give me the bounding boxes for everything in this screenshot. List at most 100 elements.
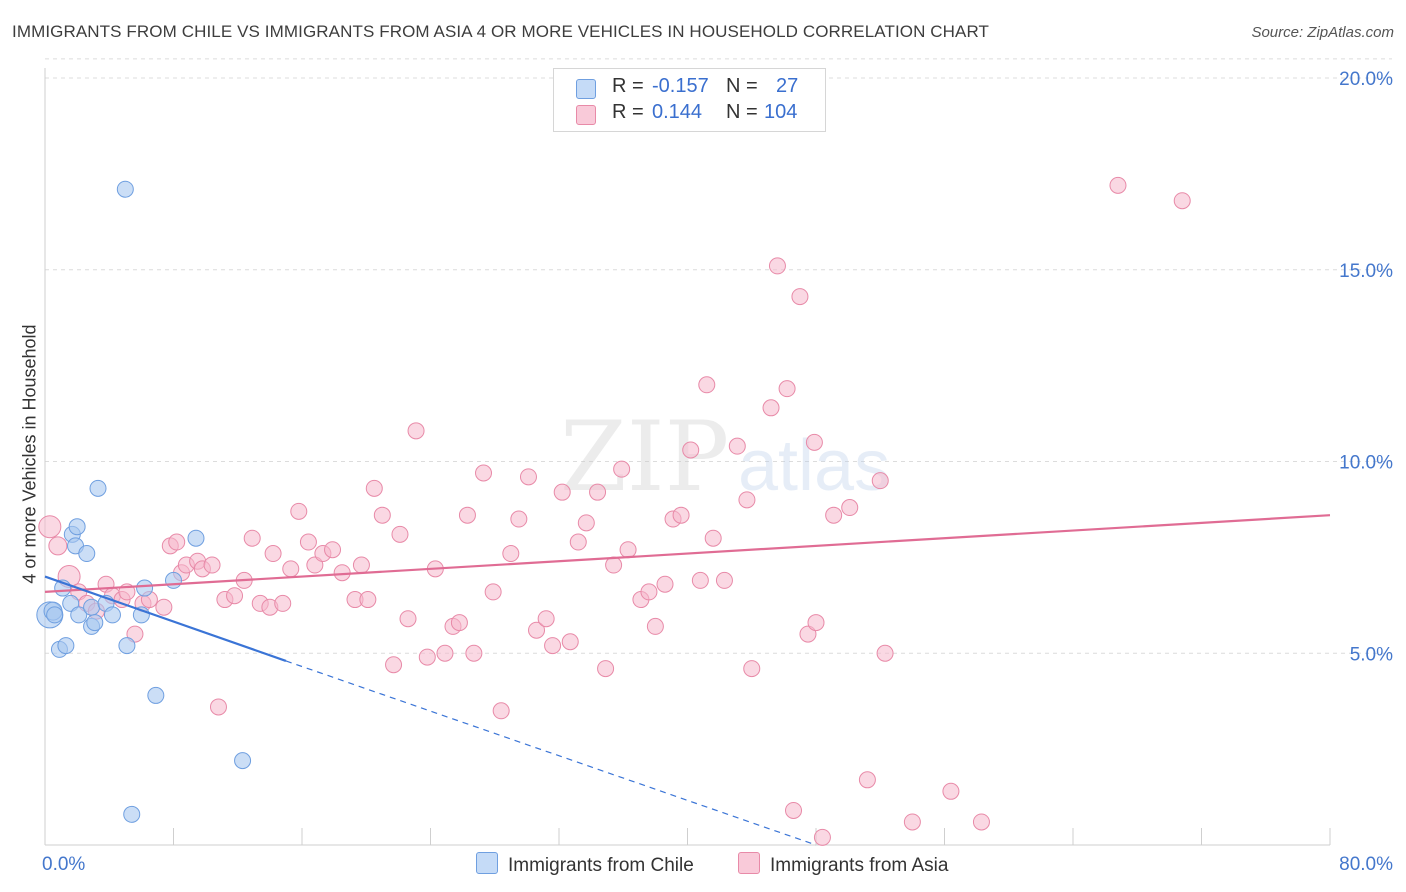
data-point-asia — [672, 506, 690, 524]
data-point-asia — [858, 771, 876, 789]
legend-n-value: 27 — [776, 75, 799, 97]
data-point-asia — [715, 571, 733, 589]
data-point-asia — [537, 610, 555, 628]
legend-item-chile: Immigrants from Chile — [476, 852, 694, 876]
data-point-asia — [155, 598, 173, 616]
data-point-asia — [903, 813, 921, 831]
y-axis-label: 4 or more Vehicles in Household — [19, 324, 40, 584]
data-point-chile — [78, 545, 96, 563]
data-point-chile — [57, 637, 75, 655]
data-point-asia — [553, 483, 571, 501]
data-point-asia — [209, 698, 227, 716]
data-point-asia — [738, 491, 756, 509]
data-point-asia — [38, 515, 62, 539]
data-point-chile — [187, 529, 205, 547]
series-asia-points — [38, 176, 1191, 846]
legend-r-value: -0.157 — [652, 75, 709, 97]
data-point-asia — [876, 644, 894, 662]
data-point-asia — [458, 506, 476, 524]
data-point-chile — [118, 637, 136, 655]
data-point-asia — [407, 422, 425, 440]
data-point-asia — [768, 257, 786, 275]
data-point-chile — [62, 594, 80, 612]
data-point-asia — [274, 594, 292, 612]
data-point-asia — [972, 813, 990, 831]
data-point-chile — [89, 479, 107, 497]
data-point-asia — [646, 617, 664, 635]
trend-line-asia — [44, 514, 1331, 593]
data-point-asia — [391, 525, 409, 543]
data-point-asia — [282, 560, 300, 578]
legend-r-label: R = — [612, 101, 644, 123]
data-point-asia — [290, 502, 308, 520]
data-point-asia — [299, 533, 317, 551]
data-point-asia — [126, 625, 144, 643]
data-point-asia — [762, 399, 780, 417]
legend-n-label: N = — [726, 75, 758, 97]
x-tick-labels: 0.0% 80.0% — [42, 854, 1393, 875]
data-point-asia — [1109, 176, 1127, 194]
data-point-asia — [333, 564, 351, 582]
data-point-asia — [743, 660, 761, 678]
data-point-chile — [83, 598, 101, 616]
data-point-asia — [399, 610, 417, 628]
data-point-chile — [234, 752, 252, 770]
data-point-asia — [569, 533, 587, 551]
data-point-asia — [942, 782, 960, 800]
data-point-asia — [359, 591, 377, 609]
trend-lines — [44, 514, 1331, 846]
data-point-asia — [613, 460, 631, 478]
y-tick-label: 15.0% — [1339, 261, 1393, 282]
data-point-chile — [136, 579, 154, 597]
legend-swatch-asia — [576, 105, 596, 125]
data-point-asia — [597, 660, 615, 678]
data-point-chile — [123, 805, 141, 823]
data-point-asia — [728, 437, 746, 455]
data-point-asia — [385, 656, 403, 674]
data-point-asia — [528, 621, 546, 639]
data-point-asia — [640, 583, 658, 601]
data-point-asia — [226, 587, 244, 605]
correlation-legend: R = -0.157 N = 27 R = 0.144 N = 104 — [553, 68, 826, 132]
legend-row-asia: R = 0.144 N = 104 — [554, 101, 825, 127]
x-tick-label: 0.0% — [42, 854, 85, 875]
legend-r-value: 0.144 — [652, 101, 703, 123]
legend-n-label: N = — [726, 101, 758, 123]
data-point-chile — [165, 571, 182, 589]
data-point-asia — [841, 499, 859, 517]
data-point-asia — [691, 571, 709, 589]
data-point-asia — [656, 575, 674, 593]
source-label: Source: ZipAtlas.com — [1251, 24, 1394, 41]
data-point-asia — [619, 541, 637, 559]
data-point-asia — [306, 556, 324, 574]
data-point-asia — [698, 376, 716, 394]
legend-item-asia: Immigrants from Asia — [738, 852, 948, 876]
data-point-asia — [785, 801, 803, 819]
watermark-zip: ZIP — [560, 401, 729, 513]
trend-line-chile — [44, 575, 287, 662]
data-point-chile — [68, 518, 86, 536]
watermark: ZIP atlas — [560, 401, 890, 513]
data-point-asia — [465, 644, 483, 662]
data-point-asia — [704, 529, 722, 547]
data-point-asia — [450, 614, 468, 632]
y-tick-labels: 5.0% 10.0% 15.0% 20.0% — [1339, 69, 1393, 665]
data-point-chile — [70, 606, 88, 624]
data-point-asia — [544, 637, 562, 655]
legend-r-label: R = — [612, 75, 644, 97]
axes — [44, 68, 1331, 846]
data-point-asia — [475, 464, 493, 482]
data-point-asia — [352, 556, 370, 574]
y-tick-label: 20.0% — [1339, 69, 1393, 90]
data-point-chile — [103, 606, 121, 624]
trend-line-chile-extension — [285, 660, 817, 846]
data-point-asia — [484, 583, 502, 601]
y-tick-label: 10.0% — [1339, 453, 1393, 474]
data-point-chile — [147, 686, 165, 704]
data-point-asia — [365, 479, 383, 497]
data-point-asia — [324, 541, 342, 559]
data-point-asia — [589, 483, 607, 501]
data-point-asia — [264, 545, 282, 563]
data-point-asia — [682, 441, 700, 459]
